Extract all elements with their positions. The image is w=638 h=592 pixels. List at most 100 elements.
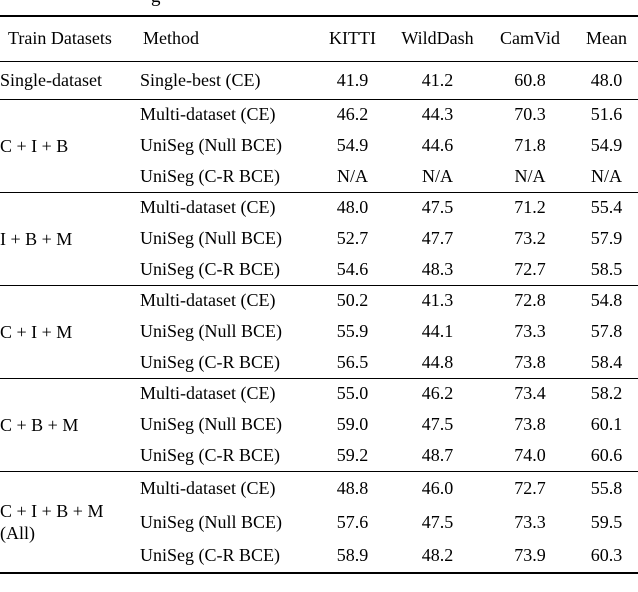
metric-cell: 73.3 bbox=[514, 321, 546, 341]
metric-cell: 50.2 bbox=[336, 290, 369, 311]
metric-cell: 48.7 bbox=[421, 444, 454, 465]
metric-cell: 55.9 bbox=[336, 321, 369, 341]
metric-cell: 73.8 bbox=[514, 414, 546, 434]
metric-cell: 44.3 bbox=[421, 104, 454, 125]
metric-cell: 52.7 bbox=[336, 228, 369, 248]
metric-cell: 54.8 bbox=[590, 290, 623, 311]
metric-cell: 47.5 bbox=[421, 511, 454, 532]
metric-cell: 72.8 bbox=[514, 290, 546, 311]
method-cell: UniSeg (Null BCE) bbox=[140, 321, 282, 341]
method-cell: UniSeg (C-R BCE) bbox=[140, 258, 281, 279]
metric-cell: 46.0 bbox=[421, 477, 454, 498]
caption-fragment: g bbox=[151, 0, 161, 6]
metric-cell: 71.8 bbox=[514, 135, 546, 155]
metric-cell: 73.9 bbox=[514, 545, 546, 565]
train-datasets-line: Single-dataset bbox=[0, 70, 102, 90]
metric-cell: 59.5 bbox=[590, 511, 623, 532]
caption-strip: g bbox=[0, 0, 638, 15]
metric-cell: 48.0 bbox=[590, 69, 623, 90]
table-row: UniSeg (Null BCE) 52.7 47.7 73.2 57.9 bbox=[0, 223, 638, 254]
metric-cell: 60.3 bbox=[590, 545, 623, 565]
train-datasets-cell: C + I + B bbox=[0, 99, 140, 192]
metric-cell: 57.6 bbox=[336, 511, 369, 532]
metric-cell: 57.9 bbox=[590, 228, 623, 248]
method-cell: Multi-dataset (CE) bbox=[140, 104, 276, 125]
train-datasets-cell: Single-dataset bbox=[0, 61, 140, 99]
method-cell: Multi-dataset (CE) bbox=[140, 197, 276, 218]
method-cell: UniSeg (C-R BCE) bbox=[140, 545, 281, 565]
metric-cell: 56.5 bbox=[336, 351, 369, 372]
table-row: C + I + B + M (All) Multi-dataset (CE) 48.8… bbox=[0, 471, 638, 543]
metric-cell: 58.2 bbox=[590, 383, 623, 404]
table-row: UniSeg (Null BCE) 54.9 44.6 71.8 54.9 bbox=[0, 130, 638, 161]
metric-cell: 58.9 bbox=[336, 545, 369, 565]
metric-cell: 41.9 bbox=[336, 69, 369, 90]
table-row: UniSeg (C-R BCE) 54.6 48.3 72.7 58.5 bbox=[0, 254, 638, 285]
method-cell: Single-best (CE) bbox=[140, 69, 261, 90]
train-datasets-cell: C + B + M bbox=[0, 378, 140, 471]
table-row: UniSeg (C-R BCE) 59.2 48.7 74.0 60.6 bbox=[0, 440, 638, 471]
metric-cell: 44.1 bbox=[421, 321, 454, 341]
metric-cell: 57.8 bbox=[590, 321, 623, 341]
results-table: Train Datasets Method KITTI WildDash CamVid M… bbox=[0, 15, 638, 574]
metric-cell: 41.2 bbox=[421, 69, 454, 90]
table-row: Single-dataset Single-best (CE) 41.9 41.2 60… bbox=[0, 61, 638, 99]
table-row: UniSeg (Null BCE) 59.0 47.5 73.8 60.1 bbox=[0, 409, 638, 440]
column-header: Mean bbox=[586, 28, 627, 49]
metric-cell: 48.2 bbox=[421, 545, 454, 565]
metric-cell: 54.6 bbox=[336, 258, 369, 279]
metric-cell: 58.4 bbox=[590, 351, 623, 372]
table-row: UniSeg (C-R BCE) N/A N/A N/A N/A bbox=[0, 161, 638, 192]
train-datasets-cell: I + B + M bbox=[0, 192, 140, 285]
metric-cell: 47.5 bbox=[421, 414, 454, 434]
method-cell: UniSeg (Null BCE) bbox=[140, 135, 282, 155]
metric-cell: 48.3 bbox=[421, 258, 454, 279]
metric-cell: 74.0 bbox=[514, 444, 546, 465]
metric-cell: 70.3 bbox=[514, 104, 546, 125]
train-datasets-line: C + I + B bbox=[0, 135, 69, 156]
metric-cell: 54.9 bbox=[336, 135, 369, 155]
train-datasets-line: (All) bbox=[0, 522, 35, 543]
table-row: UniSeg (C-R BCE) 58.9 48.2 73.9 60.3 bbox=[0, 539, 638, 573]
column-header: CamVid bbox=[500, 28, 560, 49]
metric-cell: 71.2 bbox=[514, 197, 546, 218]
metric-cell: 44.6 bbox=[421, 135, 454, 155]
table-row: C + I + M Multi-dataset (CE) 50.2 41.3 72.8 5… bbox=[0, 285, 638, 342]
metric-cell: N/A bbox=[591, 165, 622, 186]
table-row: UniSeg (Null BCE) 55.9 44.1 73.3 57.8 bbox=[0, 316, 638, 347]
metric-cell: 48.0 bbox=[336, 197, 369, 218]
header-row: Train Datasets Method KITTI WildDash CamVid M… bbox=[0, 16, 638, 61]
metric-cell: 55.4 bbox=[590, 197, 623, 218]
metric-cell: 60.6 bbox=[590, 444, 623, 465]
train-datasets-cell: C + I + M bbox=[0, 285, 140, 378]
metric-cell: 73.4 bbox=[514, 383, 546, 404]
column-header: Train Datasets bbox=[8, 28, 112, 49]
train-datasets-line: C + B + M bbox=[0, 414, 79, 435]
method-cell: UniSeg (Null BCE) bbox=[140, 414, 282, 434]
metric-cell: 46.2 bbox=[421, 383, 454, 404]
method-cell: Multi-dataset (CE) bbox=[140, 290, 276, 311]
metric-cell: 44.8 bbox=[421, 351, 454, 372]
metric-cell: 46.2 bbox=[336, 104, 369, 125]
train-datasets-line: C + I + B + M bbox=[0, 500, 104, 521]
metric-cell: N/A bbox=[337, 165, 368, 186]
table-body: Single-dataset Single-best (CE) 41.9 41.2 60… bbox=[0, 61, 638, 573]
metric-cell: 47.5 bbox=[421, 197, 454, 218]
metric-cell: 59.2 bbox=[336, 444, 369, 465]
table-row: I + B + M Multi-dataset (CE) 48.0 47.5 71.2 5… bbox=[0, 192, 638, 249]
method-cell: UniSeg (C-R BCE) bbox=[140, 444, 281, 465]
metric-cell: 55.8 bbox=[590, 477, 623, 498]
column-header: KITTI bbox=[329, 28, 376, 49]
method-cell: UniSeg (C-R BCE) bbox=[140, 351, 281, 372]
metric-cell: 48.8 bbox=[336, 477, 369, 498]
metric-cell: N/A bbox=[422, 165, 453, 186]
metric-cell: 72.7 bbox=[514, 258, 546, 279]
column-header: Method bbox=[143, 28, 199, 49]
metric-cell: 60.8 bbox=[514, 69, 546, 90]
table-row: C + I + B Multi-dataset (CE) 46.2 44.3 70.3 5… bbox=[0, 99, 638, 156]
method-cell: UniSeg (Null BCE) bbox=[140, 228, 282, 248]
table-row: UniSeg (Null BCE) 57.6 47.5 73.3 59.5 bbox=[0, 505, 638, 539]
metric-cell: 73.8 bbox=[514, 351, 546, 372]
metric-cell: 54.9 bbox=[590, 135, 623, 155]
